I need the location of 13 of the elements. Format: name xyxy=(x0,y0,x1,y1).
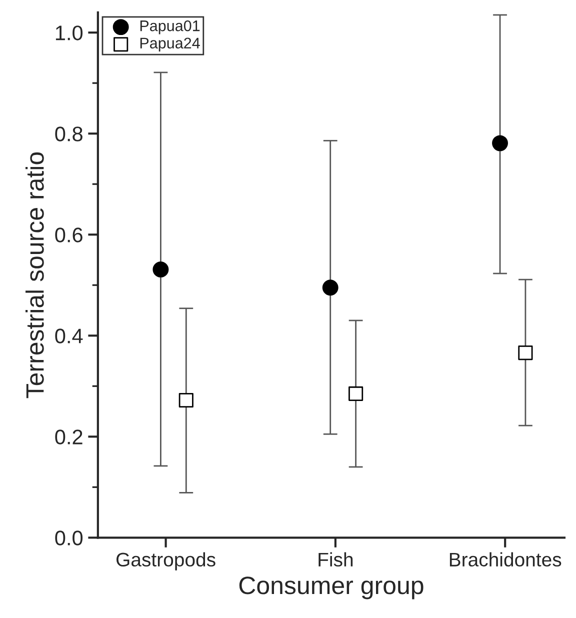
y-tick-label: 1.0 xyxy=(56,26,83,40)
y-tick-label: 0.2 xyxy=(55,430,82,444)
y-tick-label: 0.8 xyxy=(55,126,82,142)
legend-label: Papua01 xyxy=(140,20,200,34)
y-tick-label: 0.6 xyxy=(55,228,82,242)
x-tick-label: Fish xyxy=(318,552,353,567)
x-tick-label: Gastropods xyxy=(116,552,216,570)
y-tick-label: 0.0 xyxy=(55,530,83,546)
x-axis-title: Consumer group xyxy=(239,576,424,600)
x-tick-label: Brachidontes xyxy=(450,552,562,567)
y-axis-title: Terrestrial source ratio xyxy=(26,152,44,398)
y-tick-label: 0.4 xyxy=(55,328,83,344)
legend-label: Papua24 xyxy=(140,38,200,52)
